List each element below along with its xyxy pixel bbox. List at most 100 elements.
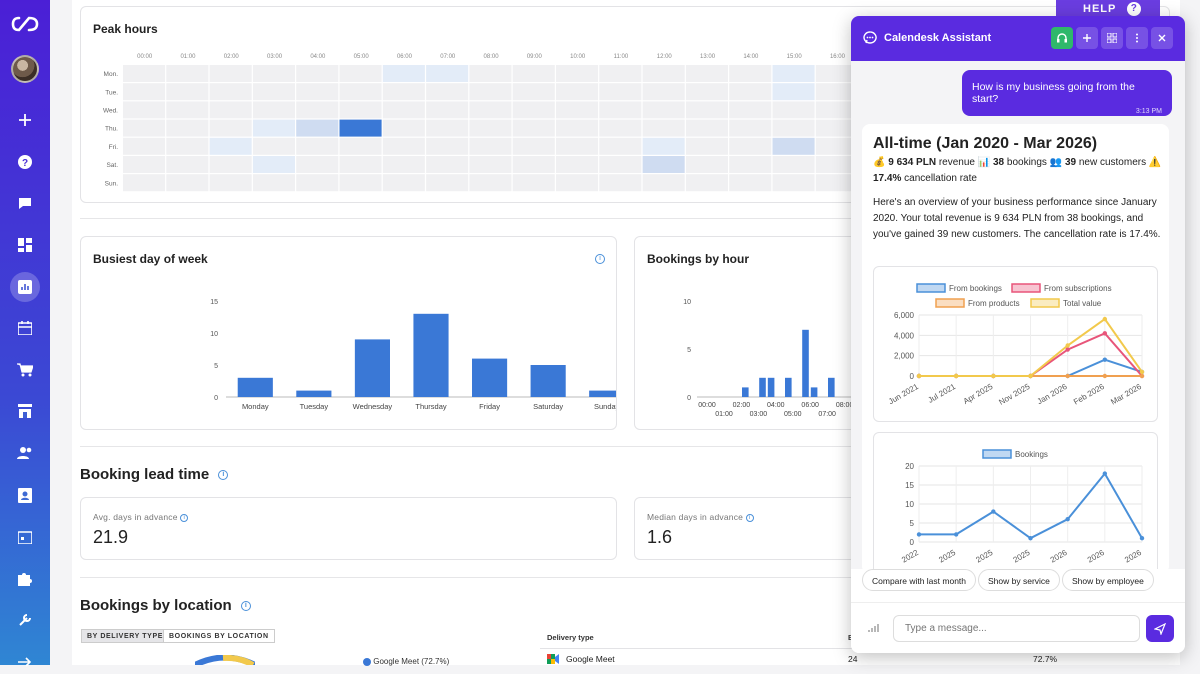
cart-icon[interactable] [13, 358, 37, 382]
info-icon[interactable]: i [180, 513, 189, 522]
donut-legend: Google Meet (72.7%) [363, 657, 449, 666]
heatmap-cell [209, 65, 252, 82]
heatmap-cell [339, 101, 382, 119]
x-tick-label: Monday [242, 402, 269, 411]
contact-card-icon[interactable] [13, 483, 37, 507]
peak-hours-title: Peak hours [93, 22, 158, 36]
data-point [1139, 369, 1145, 375]
median-days-value: 1.6 [647, 527, 673, 547]
median-days-label-text: Median days in advance [647, 512, 744, 522]
heatmap-cell [252, 119, 295, 137]
more-button[interactable] [1126, 27, 1148, 49]
x-tick-label: Thursday [415, 402, 447, 411]
info-icon[interactable]: i [745, 513, 754, 522]
info-icon[interactable]: i [240, 601, 251, 612]
info-icon[interactable]: i [218, 470, 229, 481]
heatmap-cell [469, 174, 512, 192]
puzzle-icon[interactable] [13, 567, 37, 591]
row-delivery-name: Google Meet [566, 654, 615, 664]
help-button[interactable]: HELP? [1056, 0, 1160, 18]
data-point [1102, 316, 1108, 322]
users-icon[interactable] [13, 441, 37, 465]
tools-icon[interactable] [13, 608, 37, 632]
tab-bookings-by-location[interactable]: BOOKINGS BY LOCATION [163, 629, 275, 643]
heatmap-cell [642, 137, 685, 155]
chat-icon[interactable] [13, 191, 37, 215]
tab-by-delivery-type[interactable]: BY DELIVERY TYPE [81, 629, 169, 643]
data-point [916, 373, 922, 379]
heatmap-cell [512, 83, 555, 101]
heatmap-cell [209, 156, 252, 173]
info-icon[interactable]: i [595, 254, 605, 264]
bookings-line-chart: Bookings 0 5 10 15 20 2022 2025 2025 2025 2026 2026… [900, 449, 1145, 565]
bookings-chart-box: Bookings 0 5 10 15 20 2022 2025 2025 2025 2026 2026… [873, 432, 1158, 582]
heatmap-cell [382, 101, 425, 119]
calendar-icon[interactable] [13, 316, 37, 340]
heatmap-cell [166, 156, 209, 173]
stat-customers: 39 [1064, 157, 1077, 168]
y-tick-label: 5 [910, 519, 915, 528]
heatmap-cell [166, 101, 209, 119]
heatmap-hour-label: 11:00 [614, 54, 629, 60]
data-point [1102, 357, 1108, 362]
heatmap-hour-label: 14:00 [743, 54, 759, 60]
x-tick-label: 03:00 [750, 411, 768, 418]
heatmap-cell [729, 174, 772, 192]
expand-arrow-icon[interactable] [13, 650, 37, 674]
signal-icon[interactable] [868, 623, 880, 633]
plus-icon[interactable] [13, 108, 37, 132]
legend-label: From bookings [949, 284, 1002, 293]
bookings-by-hour-title: Bookings by hour [647, 252, 749, 266]
legend-label: Bookings [1015, 450, 1048, 459]
message-input[interactable] [893, 615, 1140, 642]
heatmap-cell [296, 65, 339, 82]
heatmap-day-label: Fri. [109, 144, 119, 151]
heatmap-cell [296, 174, 339, 192]
heatmap-cell [382, 156, 425, 173]
heatmap-cell [599, 137, 642, 155]
help-circle-icon[interactable]: ? [13, 150, 37, 174]
heatmap-cell [252, 137, 295, 155]
sidebar: ? [0, 0, 50, 667]
x-tick-label: 2026 [1049, 548, 1069, 565]
heatmap-hour-label: 00:00 [137, 54, 153, 60]
heatmap-cell [642, 65, 685, 82]
heatmap-day-label: Tue. [105, 89, 118, 96]
heatmap-cell [426, 101, 469, 119]
new-chat-button[interactable] [1076, 27, 1098, 49]
data-point [1139, 373, 1145, 379]
y-tick-label: 5 [687, 347, 691, 354]
bookings-by-hour-chart: 0 5 10 00:00 02:00 04:00 06:00 08:00 01:00 03:00 0… [683, 299, 855, 418]
dashboard-icon[interactable] [13, 233, 37, 257]
chip-compare-last-month[interactable]: Compare with last month [862, 569, 977, 591]
grid-button[interactable] [1101, 27, 1123, 49]
heatmap-cell [426, 137, 469, 155]
x-tick-label: 01:00 [715, 411, 733, 418]
close-button[interactable] [1151, 27, 1173, 49]
heatmap-cell [469, 65, 512, 82]
heatmap-cell [556, 156, 599, 173]
headset-button[interactable] [1051, 27, 1073, 49]
heatmap-cell [815, 137, 858, 155]
heatmap-cell [772, 137, 815, 155]
heatmap-cell [123, 137, 166, 155]
assistant-messages: How is my business going from the start?… [851, 61, 1185, 582]
stats-icon[interactable] [10, 272, 40, 302]
heatmap-hour-label: 08:00 [484, 54, 500, 60]
heatmap-hour-label: 03:00 [267, 54, 283, 60]
store-icon[interactable] [13, 399, 37, 423]
heatmap-cell [556, 65, 599, 82]
x-tick-label: 06:00 [801, 402, 819, 409]
schedule-icon[interactable] [13, 525, 37, 549]
calendesk-logo[interactable] [10, 14, 40, 34]
heatmap-cell [252, 101, 295, 119]
chip-show-by-employee[interactable]: Show by employee [1062, 569, 1154, 591]
data-point [1102, 471, 1108, 476]
chip-show-by-service[interactable]: Show by service [978, 569, 1060, 591]
send-button[interactable] [1146, 615, 1174, 642]
heatmap-cell [772, 174, 815, 192]
avatar[interactable] [11, 55, 39, 83]
heatmap-cell [815, 174, 858, 192]
data-point [1028, 373, 1033, 379]
data-point [991, 373, 996, 379]
